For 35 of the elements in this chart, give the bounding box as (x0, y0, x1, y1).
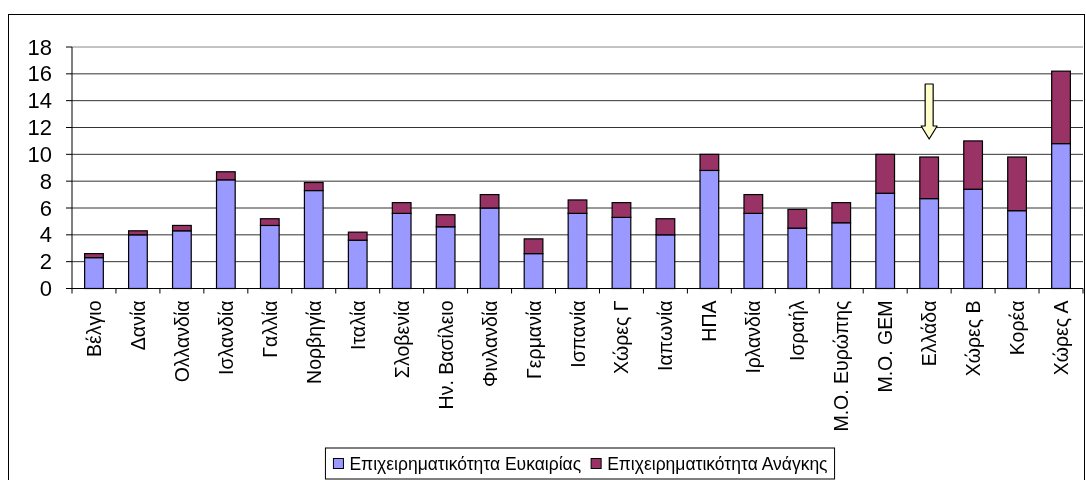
x-tick-label: ΗΠΑ (698, 300, 721, 342)
x-tick-label: Ολλανδία (170, 300, 193, 383)
x-tick-label: Νορβηγία (302, 300, 325, 384)
legend-label: Επιχειρηματικότητα Ανάγκης (607, 453, 828, 474)
x-tick-label: Γαλλία (258, 300, 281, 358)
y-tick-label: 14 (27, 88, 52, 114)
x-tick-label: Ισλανδία (214, 300, 237, 375)
x-tick-label: Ην. Βασίλειο (434, 300, 457, 410)
y-tick-label: 6 (39, 195, 52, 221)
y-tick-label: 4 (39, 222, 52, 248)
y-tick-label: 0 (39, 276, 52, 301)
x-tick-label: Δανία (126, 300, 149, 351)
y-tick-label: 16 (27, 61, 52, 87)
y-tick-label: 8 (39, 168, 52, 194)
x-tick-label: Χώρες Γ (610, 300, 633, 375)
legend-label: Επιχειρηματικότητα Ευκαιρίας (349, 453, 582, 474)
x-tick-label: Χώρες Β (962, 300, 985, 377)
y-tick-label: 18 (27, 34, 52, 60)
x-tick-label: Γερμανία (522, 300, 545, 379)
x-tick-label: Ιταλία (346, 300, 369, 350)
x-tick-label: Ιαπωνία (654, 300, 677, 371)
x-tick-label: Κορέα (1006, 300, 1029, 356)
y-tick-label: 12 (27, 115, 52, 140)
x-tick-label: Μ.Ο. GEM (874, 300, 897, 393)
x-tick-label: Χώρες Α (1050, 300, 1073, 376)
x-tick-label: Βέλγιο (82, 300, 105, 357)
y-tick-label: 10 (27, 141, 52, 167)
x-tick-label: Σλοβενία (390, 300, 413, 379)
x-tick-label: Ισπανία (566, 300, 589, 368)
x-tick-label: Φινλανδία (478, 300, 501, 388)
x-tick-label: Ισραήλ (786, 300, 809, 361)
x-tick-label: Ιρλανδία (742, 300, 765, 374)
x-tick-label: Μ.Ο. Ευρώπης (830, 300, 853, 432)
x-tick-label: Ελλάδα (918, 300, 941, 367)
y-tick-label: 2 (39, 249, 52, 275)
